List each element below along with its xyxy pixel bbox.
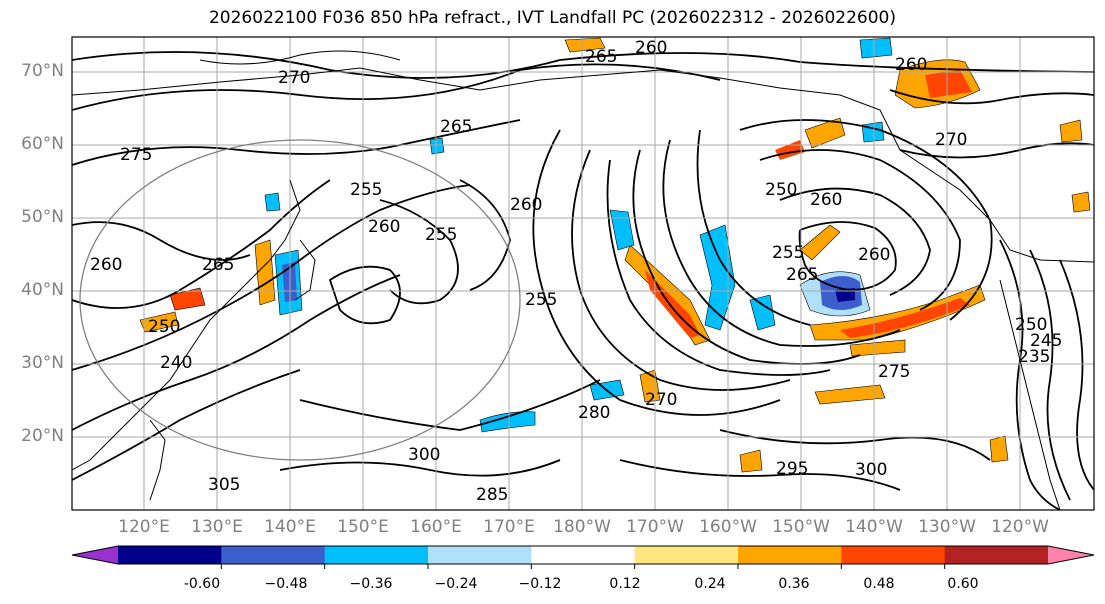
- lon-label: 160°W: [699, 517, 757, 537]
- contour-label: 265: [202, 255, 234, 275]
- contour-label: 245: [1030, 331, 1062, 351]
- contour-label: 260: [858, 245, 890, 265]
- contour-label: 260: [510, 195, 542, 215]
- contour-label: 270: [278, 68, 310, 88]
- contour-label: 255: [525, 290, 557, 310]
- graticule: [72, 37, 1094, 510]
- contour-label: 255: [772, 243, 804, 263]
- colorbar-segment: [118, 546, 222, 564]
- contour-label: 265: [585, 47, 617, 67]
- colorbar-tick-label: 0.12: [609, 576, 641, 592]
- contour-lines: [72, 51, 1094, 510]
- lon-label: 150°E: [337, 517, 389, 537]
- colorbar-tick-label: −0.36: [349, 576, 393, 592]
- colorbar-segment: [944, 546, 1049, 564]
- lon-label: 130°E: [191, 517, 243, 537]
- lon-label: 170°E: [483, 517, 535, 537]
- lat-label: 40°N: [21, 280, 64, 300]
- lon-label: 120°W: [991, 517, 1049, 537]
- lon-label: 150°W: [772, 517, 830, 537]
- contour-label: 280: [578, 403, 610, 423]
- lat-label: 70°N: [21, 61, 64, 81]
- contour-label: 260: [895, 55, 927, 75]
- contour-label: 265: [440, 117, 472, 137]
- colorbar-segment: [324, 546, 429, 564]
- lon-label: 140°E: [264, 517, 316, 537]
- colorbar-tick-label: 0.60: [947, 576, 979, 592]
- lon-label: 140°W: [845, 517, 903, 537]
- contour-label: 250: [148, 317, 180, 337]
- colorbar-segment: [428, 546, 532, 564]
- colorbar-segment: [531, 546, 636, 564]
- contour-label: 240: [160, 353, 192, 373]
- contour-label: 260: [90, 255, 122, 275]
- contour-label: 270: [935, 130, 967, 150]
- contour-label: 250: [1015, 315, 1047, 335]
- colorbar-extend-high: [1048, 546, 1094, 564]
- contour-label: 260: [368, 217, 400, 237]
- lat-label: 60°N: [21, 134, 64, 154]
- lat-label: 30°N: [21, 353, 64, 373]
- colorbar-tick-label: −0.12: [518, 576, 562, 592]
- lon-label: 160°E: [410, 517, 462, 537]
- contour-label: 295: [776, 459, 808, 479]
- lat-label: 50°N: [21, 207, 64, 227]
- map-title: 2026022100 F036 850 hPa refract., IVT La…: [208, 8, 896, 28]
- contour-label: 305: [208, 475, 240, 495]
- colorbar-tick-label: 0.48: [863, 576, 895, 592]
- lat-label: 20°N: [21, 426, 64, 446]
- colorbar-tick-label: −0.24: [434, 576, 478, 592]
- contour-label: 260: [635, 38, 667, 58]
- colorbar-tick-label: 0.36: [778, 576, 810, 592]
- colorbar-tick-label: -0.60: [183, 576, 221, 592]
- colorbar-tick-label: 0.24: [694, 576, 726, 592]
- lon-label: 180°W: [553, 517, 611, 537]
- contour-labels: 260 265 270 275 265 255 260 250 255 260 …: [90, 38, 1062, 505]
- contour-label: 260: [810, 190, 842, 210]
- colorbar-segment: [221, 546, 326, 564]
- colorbar-outline: [71, 545, 1095, 565]
- contour-label: 275: [120, 145, 152, 165]
- colorbar-extend-low: [72, 546, 118, 564]
- colorbar: [71, 545, 1095, 569]
- contour-label: 250: [765, 180, 797, 200]
- colorbar-segment: [841, 546, 946, 564]
- contour-label: 300: [855, 460, 887, 480]
- range-ring: [79, 139, 521, 461]
- lon-label: 120°E: [118, 517, 170, 537]
- colorbar-segment: [634, 546, 739, 564]
- contour-label: 235: [1018, 347, 1050, 367]
- contour-label: 285: [476, 485, 508, 505]
- contour-label: 255: [425, 225, 457, 245]
- lon-label: 170°W: [626, 517, 684, 537]
- lon-label: 130°W: [918, 517, 976, 537]
- colorbar-segment: [738, 546, 842, 564]
- coastlines: [72, 50, 1094, 510]
- contour-label: 300: [408, 445, 440, 465]
- contour-label: 270: [645, 390, 677, 410]
- contour-label: 265: [786, 265, 818, 285]
- contour-label: 255: [350, 180, 382, 200]
- map-frame: [71, 36, 1095, 511]
- contour-label: 275: [878, 362, 910, 382]
- colorbar-tick-label: −0.48: [264, 576, 308, 592]
